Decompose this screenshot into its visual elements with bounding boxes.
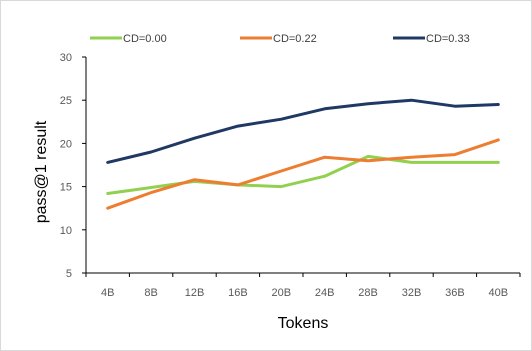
x-tick-label: 4B xyxy=(101,287,114,299)
x-tick-labels: 4B 8B 12B 16B 20B 24B 28B 32B 36B 40B xyxy=(85,273,521,299)
series-lines xyxy=(106,98,500,210)
x-tick-label: 16B xyxy=(228,287,248,299)
x-tick-label: 40B xyxy=(489,287,509,299)
legend-label-2: CD=0.33 xyxy=(426,33,470,45)
x-tick-label: 28B xyxy=(358,287,378,299)
legend-label-0: CD=0.00 xyxy=(123,33,167,45)
legend: CD=0.00 CD=0.22 CD=0.33 xyxy=(90,33,470,45)
x-tick-label: 32B xyxy=(402,287,422,299)
y-tick-label: 30 xyxy=(60,52,72,64)
series-line-2 xyxy=(106,98,500,164)
x-tick-label: 8B xyxy=(144,287,157,299)
y-tick-label: 20 xyxy=(60,138,72,150)
y-axis-title: pass@1 result xyxy=(33,120,50,223)
series-line-0 xyxy=(106,154,500,195)
x-tick-label: 36B xyxy=(445,287,465,299)
legend-label-1: CD=0.22 xyxy=(273,33,317,45)
x-tick-label: 12B xyxy=(185,287,205,299)
x-axis-title: Tokens xyxy=(278,315,329,332)
y-tick-labels: 5 10 15 20 25 30 xyxy=(60,52,86,280)
y-tick-label: 15 xyxy=(60,182,72,194)
x-tick-label: 24B xyxy=(315,287,335,299)
series-line-1 xyxy=(106,138,500,210)
y-tick-label: 5 xyxy=(66,268,72,280)
y-tick-label: 10 xyxy=(60,225,72,237)
y-tick-label: 25 xyxy=(60,95,72,107)
x-tick-label: 20B xyxy=(272,287,292,299)
